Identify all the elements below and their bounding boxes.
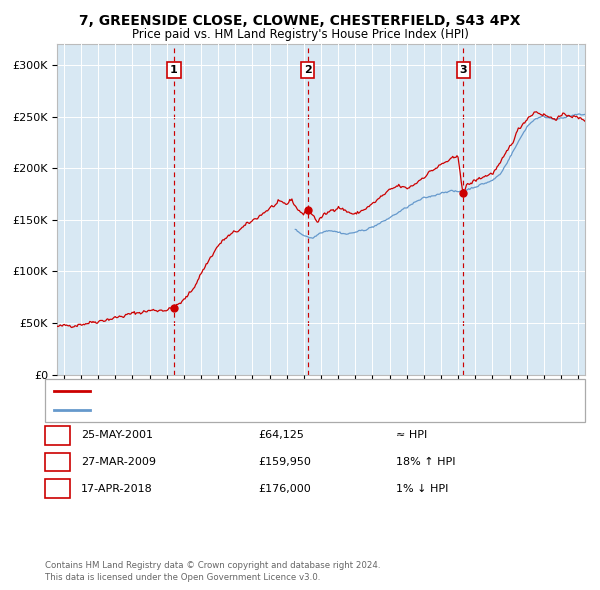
Text: This data is licensed under the Open Government Licence v3.0.: This data is licensed under the Open Gov… xyxy=(45,572,320,582)
Text: 1% ↓ HPI: 1% ↓ HPI xyxy=(396,484,448,493)
Text: HPI: Average price, detached house, Bolsover: HPI: Average price, detached house, Bols… xyxy=(96,405,319,415)
Text: ≈ HPI: ≈ HPI xyxy=(396,431,427,440)
Text: £176,000: £176,000 xyxy=(258,484,311,493)
Text: £64,125: £64,125 xyxy=(258,431,304,440)
Text: 3: 3 xyxy=(460,65,467,75)
Text: 2: 2 xyxy=(304,65,311,75)
Text: 25-MAY-2001: 25-MAY-2001 xyxy=(81,431,153,440)
Text: 2: 2 xyxy=(53,455,62,468)
Text: 17-APR-2018: 17-APR-2018 xyxy=(81,484,153,493)
Text: 3: 3 xyxy=(53,482,62,495)
Text: 7, GREENSIDE CLOSE, CLOWNE, CHESTERFIELD, S43 4PX (detached house): 7, GREENSIDE CLOSE, CLOWNE, CHESTERFIELD… xyxy=(96,386,464,396)
Text: £159,950: £159,950 xyxy=(258,457,311,467)
Text: 27-MAR-2009: 27-MAR-2009 xyxy=(81,457,156,467)
Text: 1: 1 xyxy=(53,429,62,442)
Text: Contains HM Land Registry data © Crown copyright and database right 2024.: Contains HM Land Registry data © Crown c… xyxy=(45,560,380,570)
Text: 18% ↑ HPI: 18% ↑ HPI xyxy=(396,457,455,467)
Text: Price paid vs. HM Land Registry's House Price Index (HPI): Price paid vs. HM Land Registry's House … xyxy=(131,28,469,41)
Text: 1: 1 xyxy=(170,65,178,75)
Text: 7, GREENSIDE CLOSE, CLOWNE, CHESTERFIELD, S43 4PX: 7, GREENSIDE CLOSE, CLOWNE, CHESTERFIELD… xyxy=(79,14,521,28)
